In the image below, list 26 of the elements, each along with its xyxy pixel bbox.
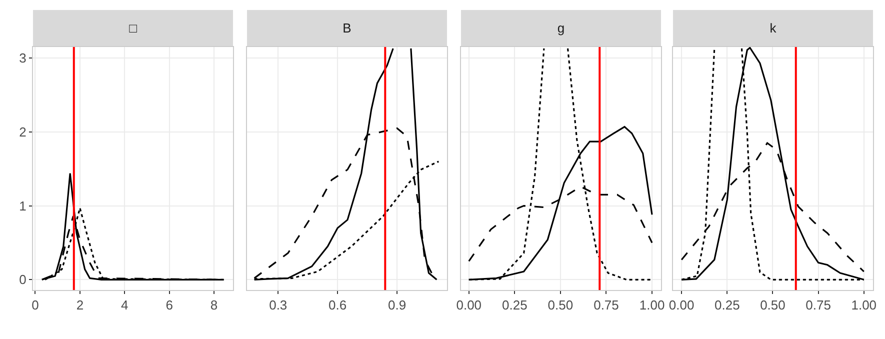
x-tick-label: 0.00 — [456, 298, 482, 313]
chart-title: g — [557, 20, 565, 36]
chart-title: B — [342, 20, 352, 36]
chart-title: □ — [129, 20, 138, 36]
y-tick-label: 3 — [19, 50, 26, 66]
x-tick-label: 0.6 — [328, 298, 347, 313]
x-tick-label: 0.25 — [714, 298, 740, 313]
y-tick-label: 1 — [19, 198, 26, 214]
x-tick-label: 0.75 — [594, 298, 619, 313]
x-tick-label: 0.75 — [806, 298, 831, 313]
x-tick-label: 8 — [210, 298, 218, 313]
x-tick-label: 0.50 — [760, 298, 786, 313]
x-tick-label: 0.9 — [388, 298, 406, 313]
y-tick-label: 2 — [19, 124, 26, 140]
x-tick-label: 0.50 — [548, 298, 574, 313]
x-tick-label: 0.25 — [502, 298, 528, 313]
x-tick-label: 0.00 — [668, 298, 694, 313]
x-tick-label: 6 — [166, 298, 173, 313]
y-tick-label: 0 — [19, 272, 26, 288]
x-tick-label: 0.3 — [269, 298, 288, 313]
chart-title: k — [770, 20, 777, 36]
x-tick-label: 2 — [76, 298, 84, 313]
x-tick-label: 0 — [32, 298, 39, 313]
x-tick-label: 4 — [121, 298, 128, 313]
x-tick-label: 1.00 — [851, 298, 877, 313]
x-tick-label: 1.00 — [639, 298, 665, 313]
